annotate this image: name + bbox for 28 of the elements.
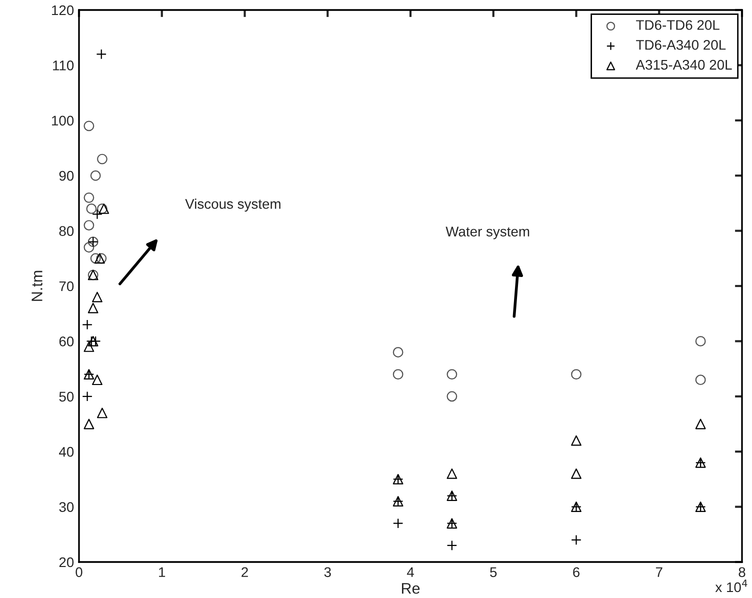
y-tick-label: 110 xyxy=(53,60,74,70)
annotation: Viscous system xyxy=(185,198,280,212)
y-tick-label: 30 xyxy=(59,502,74,512)
y-tick-label: 20 xyxy=(59,557,74,568)
y-tick-label: 90 xyxy=(59,170,74,181)
y-axis-title: N.tm xyxy=(32,270,42,301)
y-tick-label: 60 xyxy=(59,336,74,346)
x-tick-label: 3 xyxy=(324,567,331,578)
y-tick-label: 70 xyxy=(59,281,74,292)
x-tick-label: 8 xyxy=(738,567,746,578)
y-tick-label: 80 xyxy=(59,226,74,236)
x-tick-label: 4 xyxy=(406,567,414,577)
x-tick-label: 2 xyxy=(242,567,248,577)
y-tick-label: 100 xyxy=(52,116,74,126)
y-tick-label: 40 xyxy=(59,446,74,457)
y-tick-label: 120 xyxy=(52,5,74,16)
y-tick-label: 50 xyxy=(59,392,74,402)
annotation: Water system xyxy=(446,226,530,240)
x-tick-label: 6 xyxy=(573,567,580,578)
legend-label: A315-A340 20L xyxy=(636,60,732,70)
legend-label: TD6-A340 20L xyxy=(636,40,726,50)
x-tick-label: 7 xyxy=(656,567,662,577)
text: x 10$^{4}$ xyxy=(715,580,748,592)
x-tick-label: 1 xyxy=(159,567,166,577)
x-tick-label: 0 xyxy=(76,567,82,578)
x-axis-title: Re xyxy=(402,583,420,594)
x-tick-label: 5 xyxy=(490,567,497,578)
legend-label: TD6-TD6 20L xyxy=(636,20,720,30)
